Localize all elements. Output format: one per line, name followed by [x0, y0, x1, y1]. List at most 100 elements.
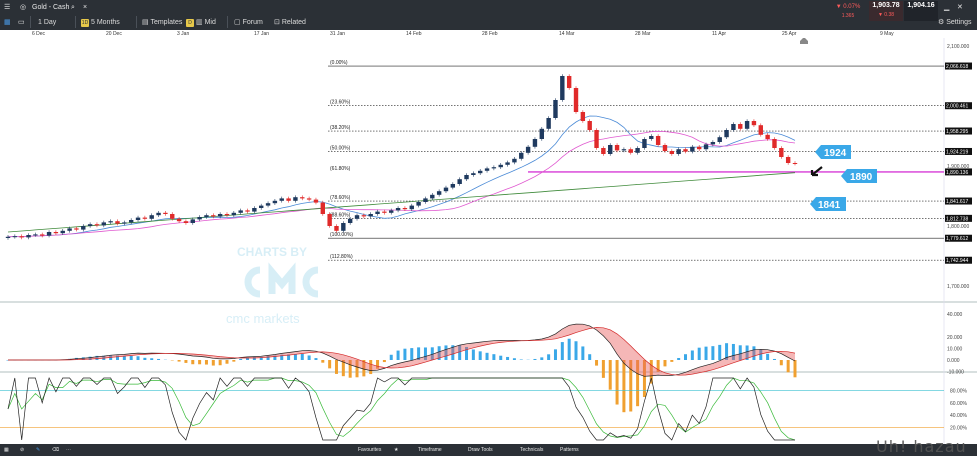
candle-body	[710, 142, 716, 145]
fib-price-tag-label: 1,890.136	[946, 170, 968, 176]
timeframe-tab[interactable]: Timeframe	[418, 447, 442, 453]
macd-histogram-bar	[293, 354, 297, 360]
fib-price-tag	[945, 256, 972, 264]
macd-histogram-bar	[157, 358, 161, 360]
price-type-select[interactable]: D ▥ Mid	[186, 15, 216, 30]
chart-canvas[interactable]: CHARTS BY cmc markets (0.00%) 2,066.618 (2…	[0, 38, 977, 444]
ma-slow-line	[7, 172, 796, 233]
candle-body	[683, 149, 688, 152]
macd-histogram-bar	[745, 345, 749, 360]
macd-histogram-bar	[417, 347, 421, 360]
macd-histogram-bar	[608, 360, 612, 390]
cmc-logo	[244, 262, 319, 298]
range-label: 5 Months	[91, 19, 120, 26]
range-badge: 1D	[81, 19, 89, 27]
date-label: 14 Feb	[406, 31, 422, 37]
callout-1841[interactable]: 1841	[810, 197, 846, 211]
more-icon[interactable]: ⋯	[66, 447, 71, 453]
trash-icon[interactable]: ⌫	[52, 447, 60, 453]
macd-histogram-bar	[547, 354, 551, 360]
macd-histogram-bar	[492, 354, 496, 360]
window-minimize-icon[interactable]: ▁	[944, 4, 950, 11]
macd-histogram-bar	[779, 360, 783, 366]
macd-histogram-bar	[581, 346, 585, 360]
window-close-icon[interactable]: ✕	[957, 4, 963, 11]
macd-histogram-bar	[362, 360, 366, 377]
candle-body	[662, 145, 668, 151]
macd-histogram-bar	[204, 360, 208, 365]
macd-histogram-bar	[129, 355, 133, 360]
macd-histogram-bar	[218, 360, 222, 366]
candle-body	[772, 139, 777, 148]
stoch-axis-label: 40.00%	[950, 413, 968, 419]
arrow-icon	[810, 166, 823, 177]
macd-fill	[8, 324, 795, 377]
candle-body	[546, 118, 551, 129]
technicals-tab[interactable]: Technicals	[520, 447, 544, 453]
candle-body	[128, 220, 134, 223]
callout-1890-label: 1890	[850, 172, 873, 183]
menu-icon[interactable]: ☰	[4, 4, 11, 11]
buy-price-box[interactable]: 1,904.16	[904, 1, 938, 21]
macd-histogram-bar	[314, 358, 318, 360]
candle-body	[409, 205, 414, 210]
scroll-marker-icon[interactable]	[800, 38, 808, 44]
sell-price-box[interactable]: 1,903.78 ▼ 0.38	[869, 1, 903, 21]
fibonacci-levels[interactable]: (0.00%) 2,066.618 (23.60%) 2,000.461 (38.20%…	[328, 60, 972, 264]
candlesticks	[5, 74, 798, 240]
macd-histogram-bar	[273, 355, 277, 360]
spread-value: 0.38	[884, 12, 895, 18]
divider	[227, 16, 228, 28]
candle-body	[669, 151, 675, 154]
candle-body	[135, 217, 141, 220]
forum-button[interactable]: ▢ Forum	[234, 15, 263, 30]
candle-body	[498, 164, 503, 168]
price-axis: 2,100.000 1,900.000 1,800.000 1,700.000	[947, 44, 969, 290]
pencil-icon[interactable]: ✎	[36, 447, 41, 453]
layout-icon[interactable]: ▭	[18, 19, 25, 26]
related-button[interactable]: ⊡ Related	[274, 15, 306, 30]
macd-histogram-bar	[499, 355, 503, 360]
macd-histogram-bar	[252, 356, 256, 360]
candle-body	[231, 212, 237, 216]
macd-panel[interactable]: 40.000 20.000 10.000 0.000 -10.000	[6, 312, 965, 413]
macd-histogram-bar	[211, 360, 215, 366]
hide-icon[interactable]: ⊘	[20, 447, 25, 453]
candle-body	[758, 125, 763, 135]
candle-body	[416, 202, 421, 206]
draw-tools-tab[interactable]: Draw Tools	[468, 447, 493, 453]
fib-price-tag-label: 1,742.944	[946, 258, 968, 264]
star-icon[interactable]: ★	[394, 447, 399, 453]
candle-body	[361, 215, 367, 217]
fib-price-tag	[945, 214, 972, 222]
candle-body	[539, 128, 544, 139]
candle-body	[608, 145, 613, 154]
stochastic-panel[interactable]: 80.00% 60.00% 40.00% 20.00%	[0, 377, 968, 441]
symbol-label[interactable]: Gold - Cash	[32, 4, 70, 11]
settings-button[interactable]: ⚙ Settings	[938, 15, 972, 30]
range-select[interactable]: 1D 5 Months	[81, 15, 120, 30]
macd-histogram-bar	[389, 354, 393, 360]
layers-icon[interactable]: ▦	[4, 447, 9, 453]
patterns-tab[interactable]: Patterns	[560, 447, 579, 453]
fib-level-label: (88.60%)	[330, 212, 351, 218]
chart-type-icon[interactable]: ▦	[4, 19, 11, 26]
price-tick-label: 2,100.000	[947, 44, 969, 50]
search-icon[interactable]: ⌕	[71, 4, 75, 11]
macd-histogram-bar	[143, 357, 147, 360]
macd-histogram-bar	[704, 346, 708, 360]
callout-1924[interactable]: 1924	[815, 145, 851, 159]
macd-histogram-bar	[280, 354, 284, 360]
candle-body	[122, 222, 127, 224]
close-icon[interactable]: ×	[83, 4, 88, 11]
templates-label: Templates	[150, 19, 183, 26]
macd-histogram-bar	[225, 360, 229, 364]
interval-select[interactable]: 1 Day	[38, 19, 57, 26]
callout-1890[interactable]: 1890	[841, 169, 877, 183]
macd-histogram-bar	[622, 360, 626, 413]
date-label: 17 Jan	[254, 31, 270, 37]
templates-button[interactable]: ▤ Templates	[142, 15, 182, 30]
favourites-tab[interactable]: Favourites	[358, 447, 382, 453]
candle-body	[87, 224, 93, 226]
change-pct: ▼ 0.07%	[835, 4, 861, 10]
